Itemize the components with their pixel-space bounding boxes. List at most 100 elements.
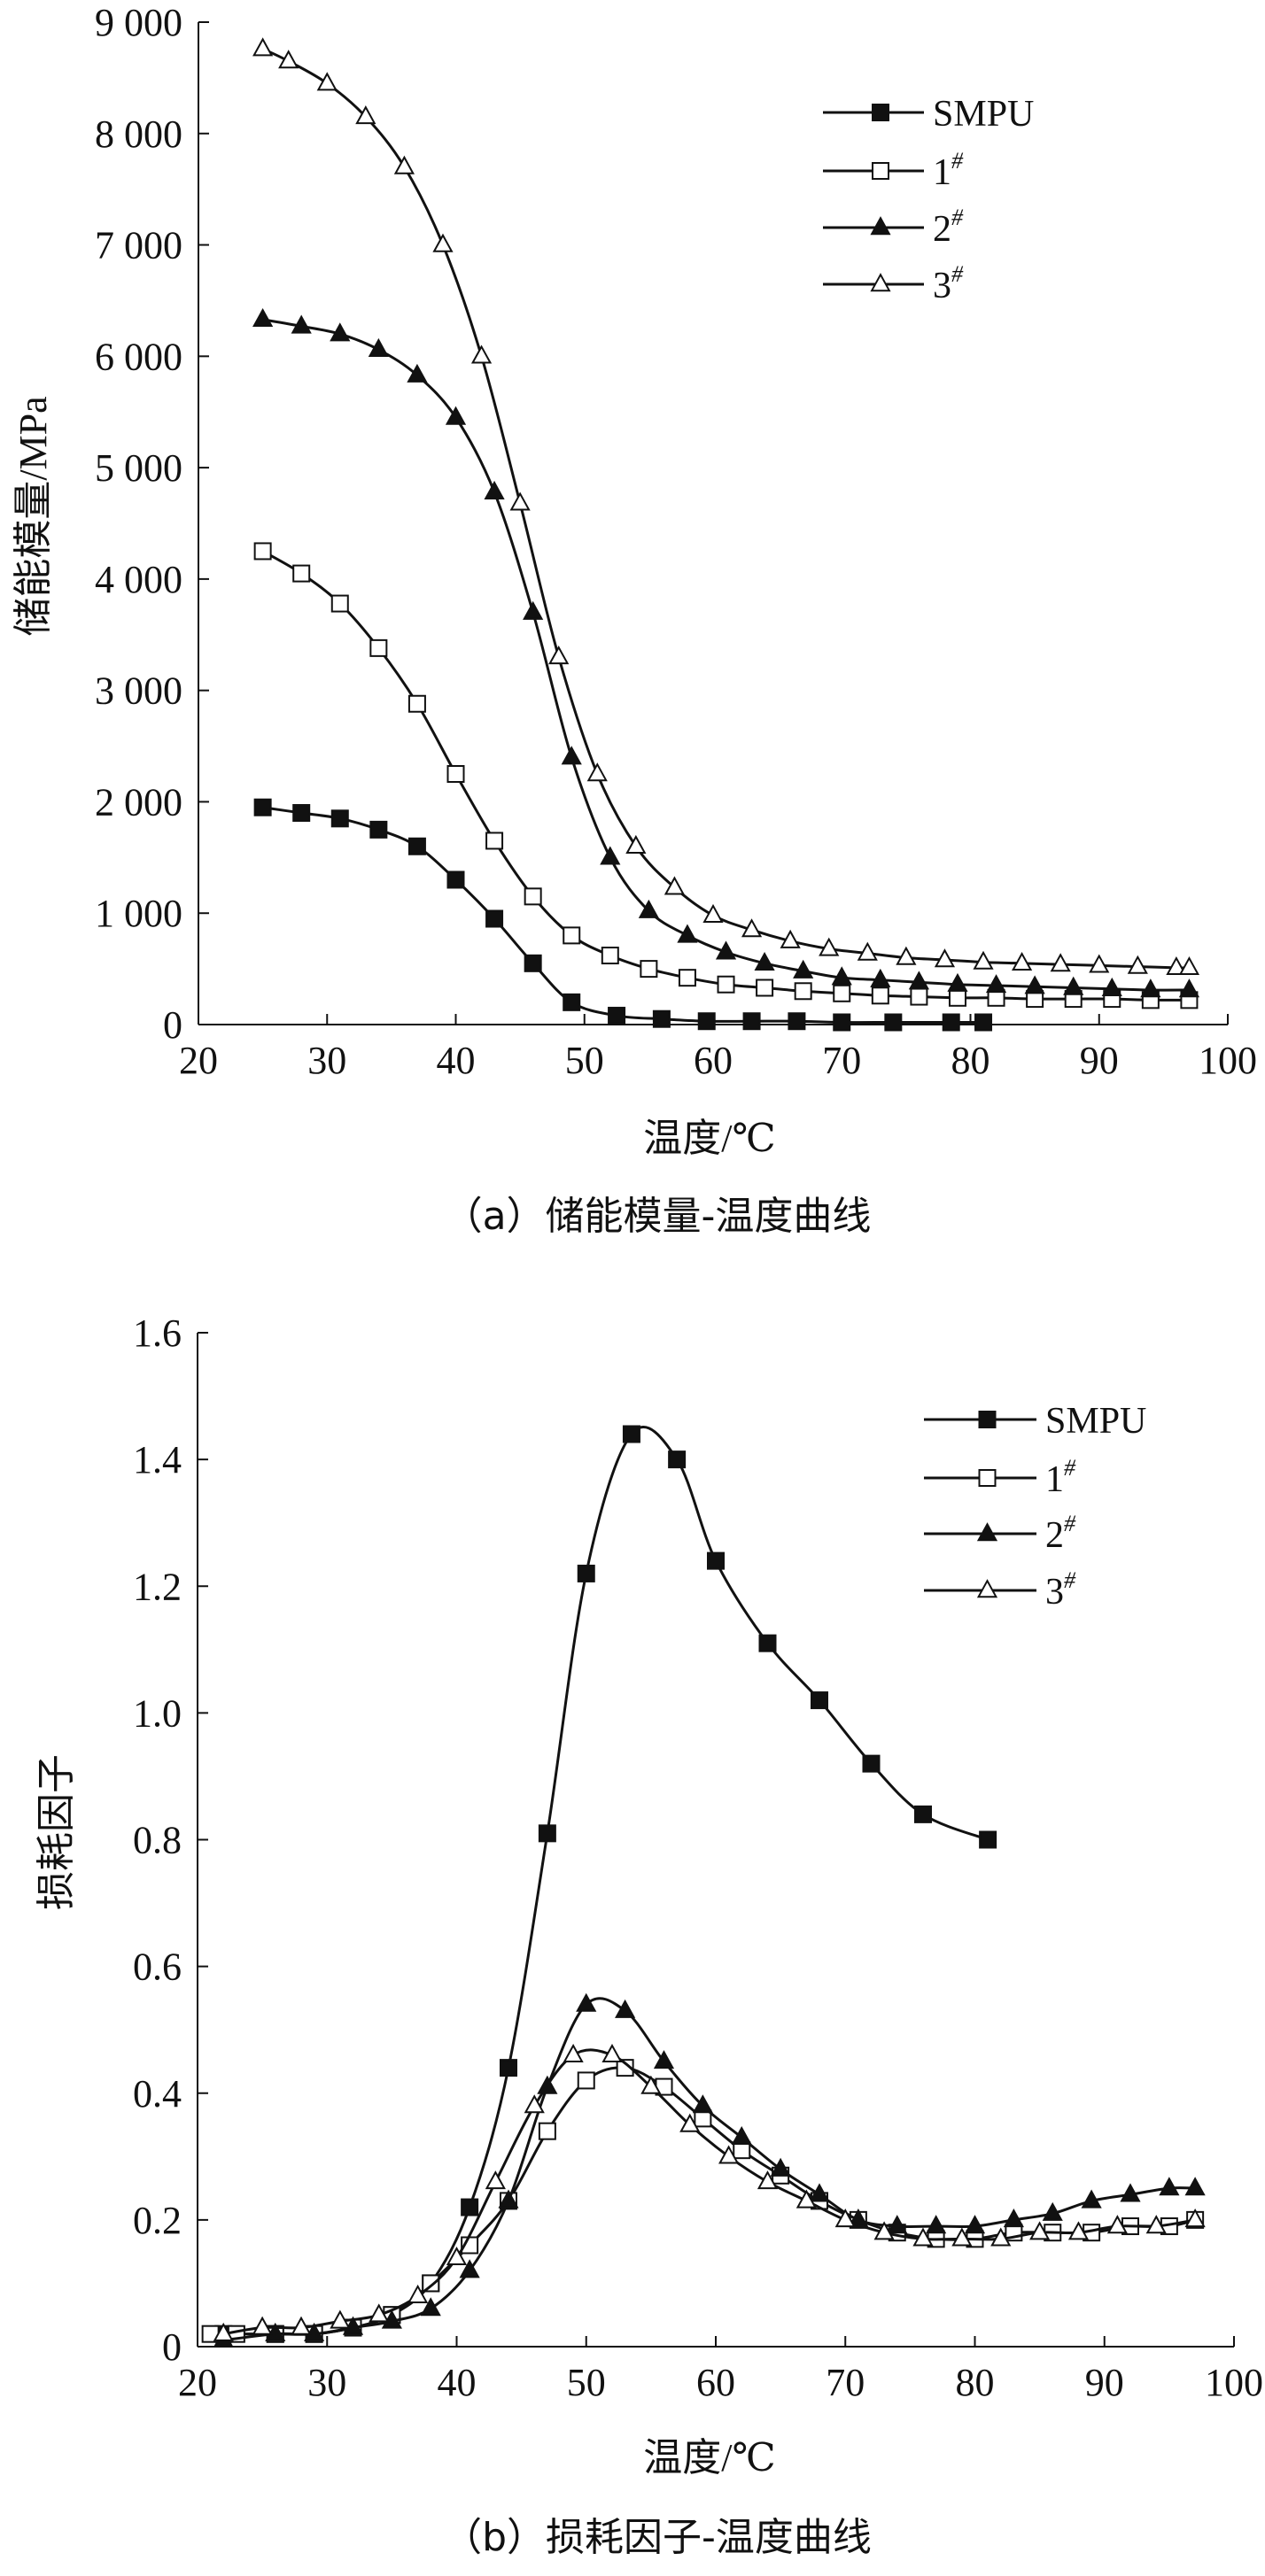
legend-item: 2# <box>823 205 964 250</box>
series-line <box>261 550 1190 1002</box>
legend-label: 3# <box>1045 1567 1076 1613</box>
series-2-hash <box>213 1992 1206 2348</box>
data-point <box>870 216 891 236</box>
data-point <box>422 2274 440 2293</box>
x-tick-label: 20 <box>178 2361 217 2404</box>
data-point <box>548 646 570 665</box>
data-point <box>914 1805 932 1823</box>
data-point <box>692 2094 713 2114</box>
series-3-hash <box>213 2043 1206 2341</box>
data-point <box>793 959 814 979</box>
data-point <box>794 982 812 1001</box>
data-point <box>741 918 763 938</box>
data-point <box>978 1411 997 1428</box>
x-tick-label: 100 <box>1205 2361 1263 2404</box>
data-point <box>819 937 840 956</box>
data-point <box>707 1551 725 1570</box>
data-point <box>756 979 774 997</box>
data-point <box>754 951 775 971</box>
x-tick-label: 90 <box>1080 1039 1119 1082</box>
legend-item: SMPU <box>823 94 1034 135</box>
data-point <box>608 1006 626 1025</box>
data-point <box>253 542 272 561</box>
x-tick-label: 30 <box>307 2361 346 2404</box>
legend-superscript: # <box>1064 1567 1076 1593</box>
data-point <box>887 2215 908 2234</box>
data-point <box>926 2215 947 2234</box>
x-axis-label: 温度/℃ <box>643 1117 775 1160</box>
data-point <box>833 984 851 1002</box>
series-line <box>262 318 1190 992</box>
data-point <box>948 988 966 1007</box>
x-tick-label: 80 <box>956 2361 995 2404</box>
legend-label: 1# <box>1045 1455 1076 1500</box>
data-point <box>884 1013 903 1032</box>
data-point <box>872 162 889 180</box>
data-point <box>1145 2215 1167 2234</box>
data-point <box>524 887 542 906</box>
legend-superscript: # <box>951 261 964 287</box>
data-point <box>934 948 956 968</box>
y-tick-label: 9 000 <box>95 1 182 44</box>
data-point <box>976 1579 998 1598</box>
data-point <box>461 2198 479 2216</box>
data-point <box>484 480 505 499</box>
data-point <box>368 337 389 357</box>
data-point <box>1184 2208 1206 2228</box>
data-point <box>213 2322 234 2341</box>
y-tick-label: 1.4 <box>133 1438 182 1481</box>
legend-name: 3 <box>933 266 951 306</box>
legend-superscript: # <box>951 205 964 230</box>
data-point <box>459 2259 480 2278</box>
legend-item: 3# <box>924 1567 1076 1613</box>
data-point <box>780 929 801 948</box>
legend-superscript: # <box>1064 1455 1076 1481</box>
legend-superscript: # <box>951 148 964 174</box>
data-point <box>252 37 274 57</box>
legend-name: SMPU <box>933 94 1034 135</box>
x-tick-label: 60 <box>694 1039 733 1082</box>
data-point <box>742 1012 761 1031</box>
y-tick-label: 7 000 <box>95 224 182 267</box>
x-axis-label: 温度/℃ <box>643 2436 775 2479</box>
data-point <box>446 870 465 889</box>
data-point <box>292 804 311 823</box>
data-point <box>509 491 531 511</box>
y-tick-label: 0.4 <box>133 2072 182 2116</box>
y-tick-label: 4 000 <box>95 558 182 601</box>
data-point <box>1067 2221 1090 2240</box>
data-point <box>979 1830 997 1849</box>
data-point <box>445 406 467 425</box>
data-point <box>407 694 426 713</box>
data-point <box>990 2227 1012 2247</box>
y-tick-label: 0 <box>163 1003 182 1047</box>
data-point <box>577 1564 595 1582</box>
y-tick-label: 0 <box>162 2325 182 2369</box>
data-point <box>369 2303 390 2323</box>
data-point <box>538 2122 556 2140</box>
data-point <box>524 954 542 972</box>
data-point <box>978 1469 997 1487</box>
data-point <box>833 1013 851 1032</box>
data-point <box>910 987 928 1006</box>
x-tick-label: 80 <box>951 1039 990 1082</box>
data-point <box>697 1012 716 1031</box>
y-tick-label: 3 000 <box>95 669 182 713</box>
data-point <box>586 762 608 782</box>
data-point <box>485 2170 506 2190</box>
data-point <box>951 2227 973 2247</box>
data-point <box>601 947 619 965</box>
storage-modulus-chart: 温度/℃ 储能模量/MPa （a）储能模量-温度曲线 20 30 40 50 60 70 8… <box>12 1 1257 1239</box>
data-point <box>369 820 388 839</box>
data-point <box>563 2043 584 2063</box>
data-point <box>291 2316 312 2335</box>
data-point <box>640 2075 662 2094</box>
data-point <box>600 846 621 865</box>
data-point <box>964 2215 986 2234</box>
legend-name: 2 <box>1045 1515 1064 1556</box>
x-tick-label: 90 <box>1085 2361 1124 2404</box>
data-point <box>407 2284 429 2303</box>
data-point <box>446 765 465 783</box>
data-point <box>1140 979 1161 998</box>
data-point <box>278 50 299 69</box>
